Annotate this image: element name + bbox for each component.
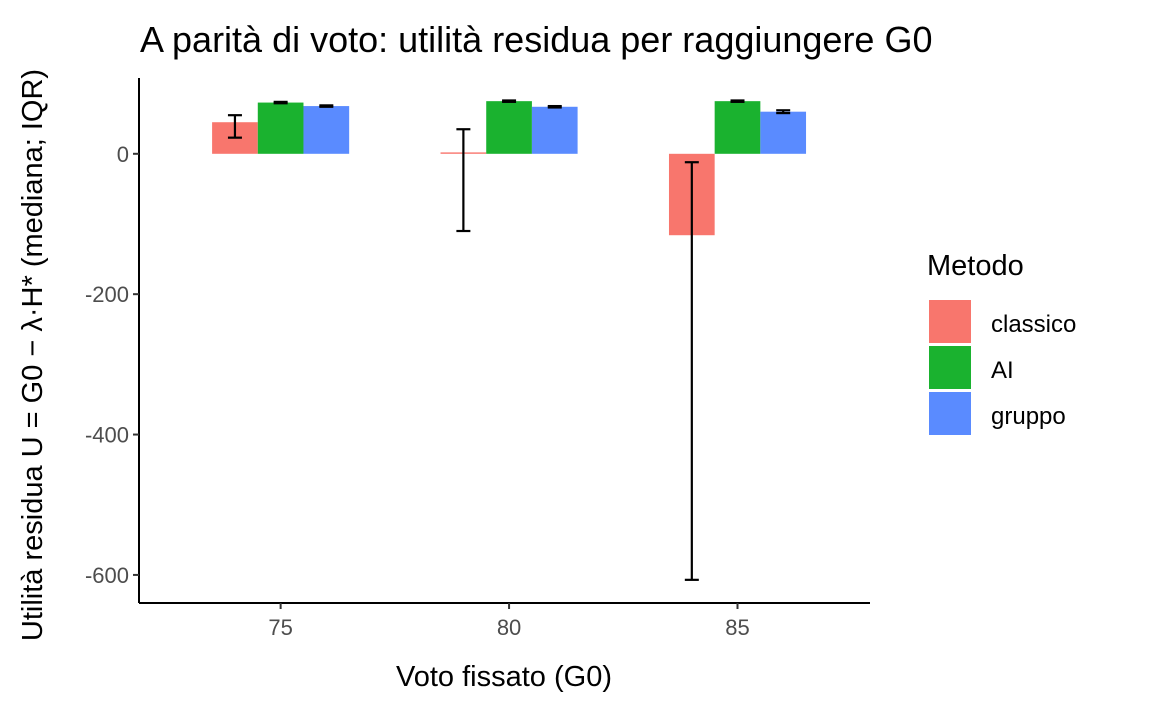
error-bar-gruppo-80 [547,104,562,109]
legend-label-classico: classico [991,311,1076,338]
error-bar-classico-75 [227,114,242,139]
y-tick-label: 0 [117,142,129,167]
error-bar-classico-80 [456,128,471,233]
chart-title: A parità di voto: utilità residua per ra… [140,19,932,60]
x-ticks-layer: 75 80 85 [268,603,750,640]
bar-gruppo-80 [531,106,578,154]
bar-gruppo-85 [760,111,807,154]
bar-AI-85 [714,101,761,154]
x-tick-label: 85 [725,615,749,640]
y-tick-label: -400 [85,423,129,448]
legend-title: Metodo [927,250,1024,282]
legend-items: classico AI gruppo [929,300,1076,435]
error-bar-classico-85 [684,161,699,581]
legend-label-gruppo: gruppo [991,403,1066,430]
x-tick-label: 80 [497,615,521,640]
bar-AI-75 [257,102,304,154]
legend-label-AI: AI [991,357,1014,384]
x-axis-title: Voto fissato (G0) [396,661,612,693]
error-bar-gruppo-85 [776,109,791,115]
error-bar-AI-85 [730,99,745,103]
y-tick-label: -600 [85,563,129,588]
y-ticks-layer: 0 -200 -400 -600 [85,142,139,588]
bars-layer [212,101,807,236]
error-bar-AI-80 [502,99,517,103]
bar-gruppo-75 [303,106,350,154]
legend-swatch-AI [929,346,971,389]
legend: Metodo classico AI gruppo [927,250,1076,435]
error-bar-gruppo-75 [319,104,334,108]
bar-AI-80 [486,101,532,154]
x-tick-label: 75 [268,615,292,640]
y-tick-label: -200 [85,282,129,307]
legend-swatch-gruppo [929,392,971,435]
error-bar-AI-75 [273,100,288,105]
legend-swatch-classico [929,300,971,343]
error-bars-layer [227,99,791,581]
y-axis-title: Utilità residua U = G0 − λ·H* (mediana; … [17,69,49,641]
